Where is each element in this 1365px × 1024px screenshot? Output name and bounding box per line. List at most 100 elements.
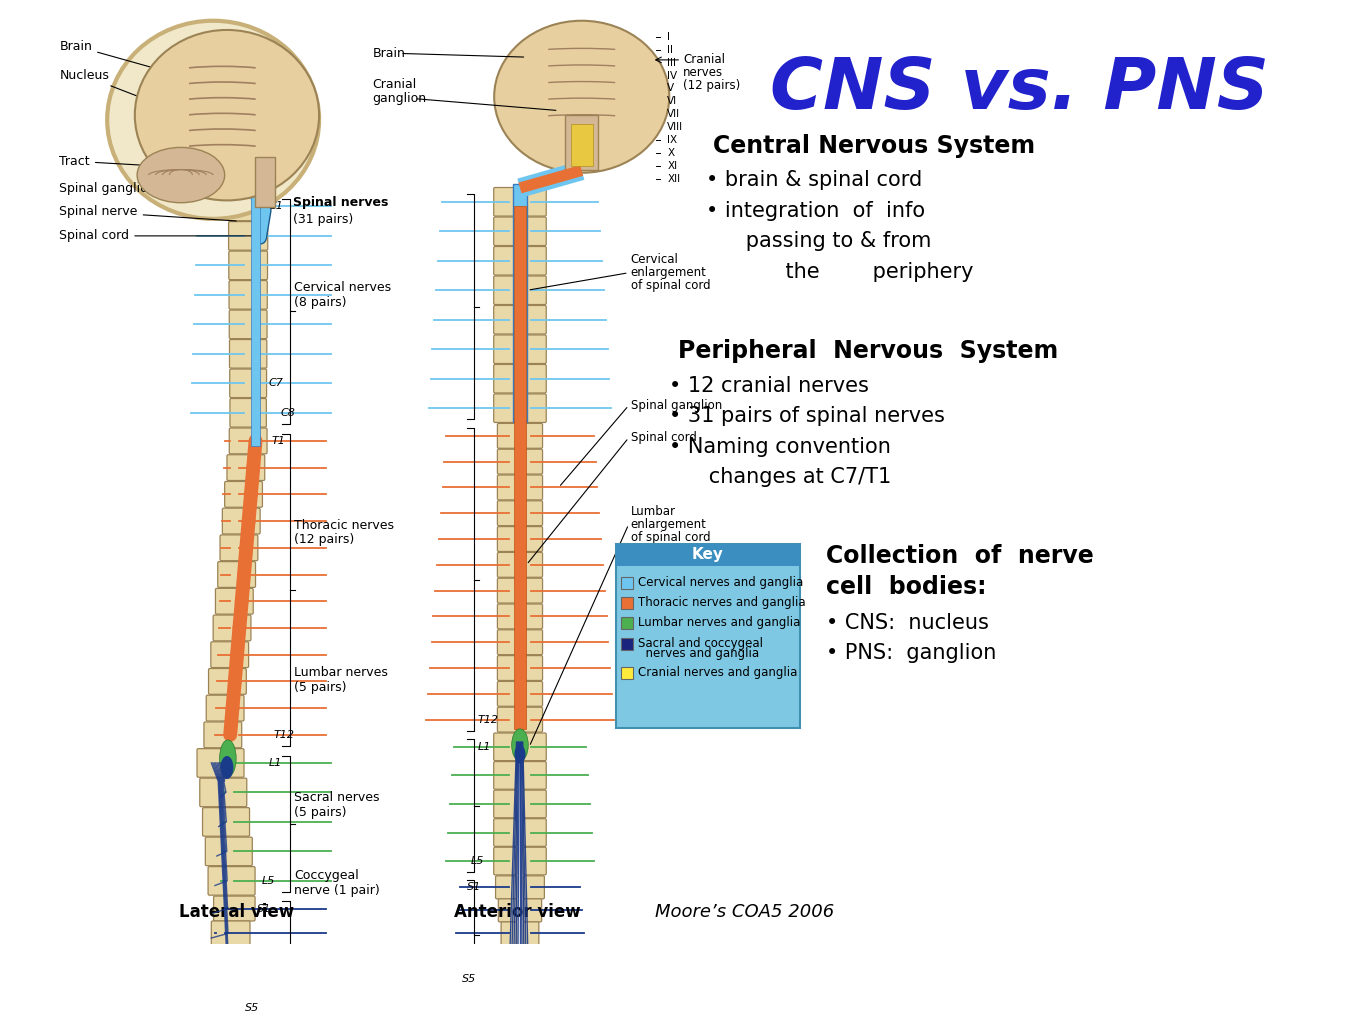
FancyBboxPatch shape <box>523 655 542 681</box>
Bar <box>621 597 633 609</box>
FancyBboxPatch shape <box>523 423 542 449</box>
Text: (5 pairs): (5 pairs) <box>295 806 347 819</box>
FancyBboxPatch shape <box>523 365 546 393</box>
Text: L1: L1 <box>478 741 491 752</box>
FancyBboxPatch shape <box>497 655 517 681</box>
FancyBboxPatch shape <box>228 193 268 221</box>
Text: II: II <box>667 45 673 54</box>
Text: S5: S5 <box>246 1004 259 1013</box>
FancyBboxPatch shape <box>229 340 266 368</box>
FancyBboxPatch shape <box>494 247 517 275</box>
FancyBboxPatch shape <box>209 669 246 694</box>
Text: Cervical nerves: Cervical nerves <box>295 281 392 294</box>
FancyBboxPatch shape <box>494 187 517 216</box>
FancyBboxPatch shape <box>497 630 517 654</box>
FancyBboxPatch shape <box>497 450 517 474</box>
Text: nerve (1 pair): nerve (1 pair) <box>295 884 379 897</box>
FancyBboxPatch shape <box>228 221 268 250</box>
Bar <box>616 544 800 565</box>
FancyBboxPatch shape <box>494 818 517 846</box>
Ellipse shape <box>136 147 225 203</box>
Bar <box>621 667 633 679</box>
Ellipse shape <box>494 20 669 173</box>
Text: C1: C1 <box>269 202 284 211</box>
Text: T12: T12 <box>273 730 293 739</box>
Bar <box>621 577 633 589</box>
FancyBboxPatch shape <box>523 501 542 525</box>
Text: L5: L5 <box>471 856 485 866</box>
FancyBboxPatch shape <box>206 695 244 721</box>
Text: ganglion: ganglion <box>373 92 427 105</box>
FancyBboxPatch shape <box>501 922 517 945</box>
Ellipse shape <box>515 745 526 764</box>
Text: Thoracic nerves and ganglia: Thoracic nerves and ganglia <box>637 596 805 609</box>
Text: L5: L5 <box>262 876 276 886</box>
FancyBboxPatch shape <box>202 808 250 837</box>
Text: VIII: VIII <box>667 122 684 132</box>
Text: of spinal cord: of spinal cord <box>631 530 710 544</box>
FancyBboxPatch shape <box>523 876 545 899</box>
Ellipse shape <box>108 20 319 219</box>
Text: Brain: Brain <box>59 40 156 69</box>
FancyBboxPatch shape <box>229 428 268 454</box>
Text: Spinal ganglion: Spinal ganglion <box>631 399 722 412</box>
Ellipse shape <box>512 729 528 761</box>
FancyBboxPatch shape <box>523 733 546 761</box>
FancyBboxPatch shape <box>523 922 539 945</box>
Text: Coccygeal: Coccygeal <box>295 868 359 882</box>
Text: Collection  of  nerve
cell  bodies:: Collection of nerve cell bodies: <box>826 544 1093 599</box>
Text: (12 pairs): (12 pairs) <box>295 534 355 547</box>
Text: Lumbar nerves: Lumbar nerves <box>295 667 388 679</box>
Text: T12: T12 <box>478 715 498 725</box>
FancyBboxPatch shape <box>523 394 546 423</box>
FancyBboxPatch shape <box>205 995 235 1021</box>
Text: • brain & spinal cord: • brain & spinal cord <box>706 170 923 190</box>
Text: (12 pairs): (12 pairs) <box>682 79 740 92</box>
FancyBboxPatch shape <box>523 991 530 1011</box>
FancyBboxPatch shape <box>209 946 244 971</box>
FancyBboxPatch shape <box>494 847 517 874</box>
Text: nerves: nerves <box>682 67 723 79</box>
Text: S5: S5 <box>461 975 476 984</box>
Text: Lateral view: Lateral view <box>179 903 293 921</box>
Text: changes at C7/T1: changes at C7/T1 <box>669 467 891 487</box>
FancyBboxPatch shape <box>523 847 546 874</box>
FancyBboxPatch shape <box>497 708 517 732</box>
FancyBboxPatch shape <box>523 475 542 500</box>
Bar <box>571 124 592 166</box>
FancyBboxPatch shape <box>229 281 268 309</box>
FancyBboxPatch shape <box>197 749 244 777</box>
FancyBboxPatch shape <box>494 305 517 334</box>
FancyBboxPatch shape <box>497 579 517 603</box>
FancyBboxPatch shape <box>497 501 517 525</box>
FancyBboxPatch shape <box>497 604 517 629</box>
FancyBboxPatch shape <box>523 247 546 275</box>
FancyBboxPatch shape <box>523 579 542 603</box>
Text: of spinal cord: of spinal cord <box>631 280 710 292</box>
Bar <box>621 617 633 630</box>
FancyBboxPatch shape <box>497 423 517 449</box>
FancyBboxPatch shape <box>494 762 517 790</box>
FancyBboxPatch shape <box>523 899 542 922</box>
FancyBboxPatch shape <box>213 896 255 921</box>
Text: Spinal cord: Spinal cord <box>59 229 255 243</box>
Text: Anterior view: Anterior view <box>455 903 580 921</box>
Text: T1: T1 <box>272 436 285 445</box>
Text: Spinal nerve: Spinal nerve <box>59 206 236 221</box>
Text: • Naming convention: • Naming convention <box>669 437 891 457</box>
FancyBboxPatch shape <box>199 1021 222 1024</box>
FancyBboxPatch shape <box>497 681 517 707</box>
FancyBboxPatch shape <box>229 251 268 280</box>
FancyBboxPatch shape <box>210 642 248 668</box>
Text: (8 pairs): (8 pairs) <box>295 296 347 308</box>
FancyBboxPatch shape <box>494 791 517 818</box>
FancyBboxPatch shape <box>523 791 546 818</box>
Text: Brain: Brain <box>373 47 405 60</box>
FancyBboxPatch shape <box>523 945 536 968</box>
FancyBboxPatch shape <box>523 275 546 304</box>
Text: IV: IV <box>667 71 677 81</box>
Bar <box>513 184 527 422</box>
Text: X: X <box>667 147 674 158</box>
FancyBboxPatch shape <box>523 526 542 552</box>
Text: the        periphery: the periphery <box>706 262 973 282</box>
